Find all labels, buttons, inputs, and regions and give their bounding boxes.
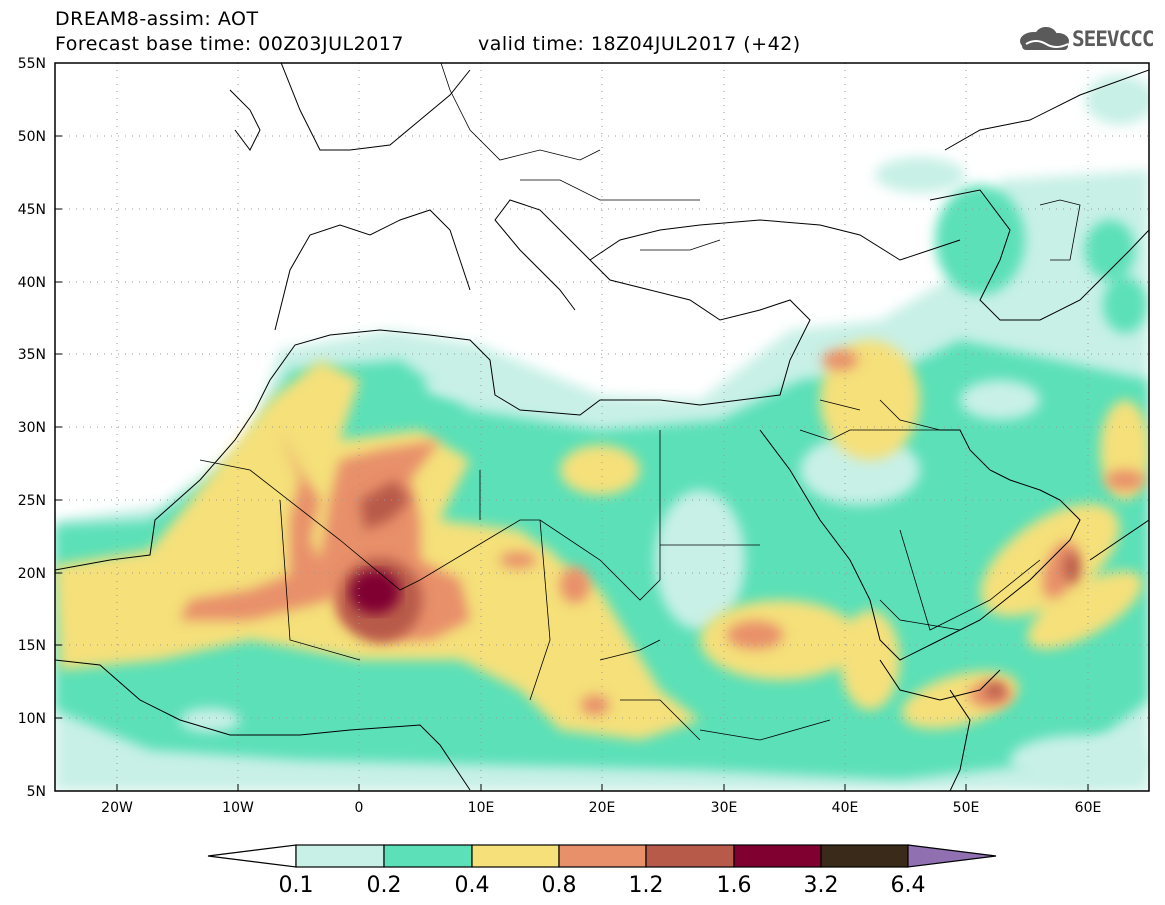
- lat-label: 45N: [18, 202, 46, 218]
- map-area: [55, 63, 1149, 791]
- lat-labels: 5N 10N 15N 20N 25N 30N 35N 40N 45N 50N 5…: [18, 56, 46, 800]
- colorbar-label: 0.4: [455, 873, 490, 898]
- lon-label: 60E: [1075, 800, 1102, 816]
- lat-label: 5N: [27, 784, 46, 800]
- lon-label: 40E: [832, 800, 859, 816]
- colorbar-labels: 0.1 0.2 0.4 0.8 1.2 1.6 3.2 6.4: [279, 873, 926, 898]
- aot-field-0-1-patches: [180, 373, 1149, 785]
- colorbar-label: 0.2: [367, 873, 402, 898]
- lon-label: 10W: [222, 800, 254, 816]
- lon-label: 10E: [468, 800, 495, 816]
- colorbar-swatch: [295, 844, 385, 868]
- colorbar-swatch-above: [907, 844, 997, 868]
- colorbar-label: 1.6: [717, 873, 752, 898]
- colorbar-swatch: [383, 844, 473, 868]
- colorbar-swatch: [820, 844, 909, 868]
- colorbar-label: 0.8: [542, 873, 577, 898]
- colorbar-swatch: [645, 844, 735, 868]
- colorbar-label: 1.2: [629, 873, 664, 898]
- aot-field-1-6: [350, 570, 400, 614]
- colorbar-label: 3.2: [804, 873, 839, 898]
- lat-label: 40N: [18, 275, 46, 291]
- lat-label: 55N: [18, 56, 46, 72]
- colorbar-swatch: [558, 844, 647, 868]
- lat-label: 20N: [18, 566, 46, 582]
- logo-text: SEEVCCC: [1072, 27, 1155, 51]
- lat-label: 15N: [18, 638, 46, 654]
- map-title: DREAM8-assim: AOT: [55, 8, 259, 30]
- seevccc-logo: [1020, 27, 1069, 50]
- lat-label: 10N: [18, 711, 46, 727]
- graticule: [55, 63, 1149, 791]
- lat-label: 30N: [18, 420, 46, 436]
- valid-time-label: valid time: 18Z04JUL2017 (+42): [478, 33, 801, 55]
- colorbar-swatch: [471, 844, 560, 868]
- colorbar-swatch: [733, 844, 822, 868]
- colorbar-label: 6.4: [891, 873, 926, 898]
- lon-label: 50E: [953, 800, 980, 816]
- lon-label: 0: [355, 800, 364, 816]
- lon-label: 30E: [711, 800, 738, 816]
- coastlines: [55, 63, 1149, 791]
- colorbar-swatch-below: [207, 844, 297, 868]
- borders: [199, 63, 1081, 741]
- lat-label: 25N: [18, 493, 46, 509]
- base-time-label: Forecast base time: 00Z03JUL2017: [55, 33, 404, 55]
- lat-label: 35N: [18, 347, 46, 363]
- colorbar: [207, 844, 997, 868]
- lon-labels: 20W 10W 0 10E 20E 30E 40E 50E 60E: [101, 800, 1101, 816]
- lon-label: 20E: [589, 800, 616, 816]
- lat-label: 50N: [18, 129, 46, 145]
- axis-ticks: [55, 135, 1089, 791]
- lon-label: 20W: [101, 800, 133, 816]
- colorbar-label: 0.1: [279, 873, 314, 898]
